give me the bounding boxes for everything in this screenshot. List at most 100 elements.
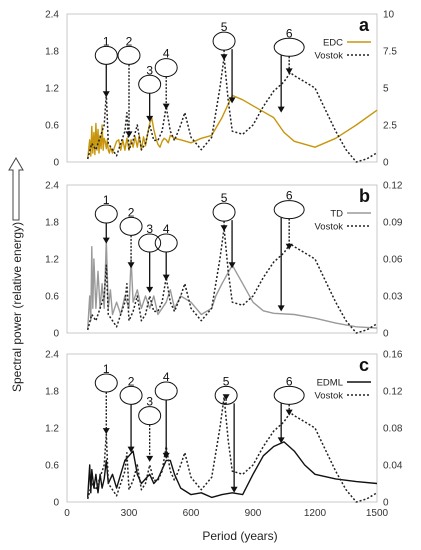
arrow-head-icon — [285, 68, 293, 75]
y-left-tick-label: 0 — [53, 498, 59, 509]
y-left-tick-label: 0 — [53, 329, 59, 340]
legend-entry: Vostok — [314, 51, 343, 62]
arrow-head-icon — [220, 225, 228, 232]
annotation-ring — [138, 74, 162, 94]
annotation-ring — [94, 204, 118, 224]
y-left-tick-label: 2.4 — [45, 350, 59, 361]
annotation-ring — [212, 202, 236, 222]
annotation-label: 3 — [146, 222, 153, 236]
y-right-tick-label: 10 — [383, 10, 395, 21]
annotation-label: 6 — [286, 374, 293, 388]
annotation-ring — [273, 385, 305, 405]
annotation-ring — [138, 233, 162, 253]
series-line-vostok — [86, 56, 378, 163]
y-axis-title: Spectral power (relative energy) — [10, 222, 24, 392]
annotation-label: 4 — [163, 370, 170, 384]
y-right-tick-label: 0.09 — [383, 218, 403, 229]
x-tick-label: 300 — [121, 508, 138, 519]
legend-entry: Vostok — [314, 222, 343, 233]
annotation-label: 4 — [163, 222, 170, 236]
y-right-tick-label: 0.08 — [383, 424, 403, 435]
x-tick-label: 0 — [64, 508, 70, 519]
annotation-label: 4 — [163, 47, 170, 61]
annotation-label: 2 — [128, 205, 135, 219]
y-left-tick-label: 0.6 — [45, 461, 59, 472]
annotation-ring — [273, 200, 305, 220]
annotation-ring — [119, 385, 143, 405]
annotation-label: 3 — [146, 63, 153, 77]
x-axis-title: Period (years) — [202, 529, 277, 543]
up-arrow-icon — [8, 157, 24, 221]
legend-entry: TD — [330, 209, 343, 220]
legend: TD Vostok — [314, 209, 371, 233]
x-tick-label: 900 — [245, 508, 262, 519]
series-line-vostok — [86, 227, 378, 334]
arrow-head-icon — [162, 103, 170, 110]
panel-letter: c — [359, 355, 369, 375]
arrow-head-icon — [277, 106, 285, 113]
arrow-head-icon — [127, 262, 135, 269]
annotation-ring — [154, 233, 178, 253]
arrow-head-icon — [277, 437, 285, 444]
y-left-tick-label: 1.2 — [45, 84, 59, 95]
annotation-ring — [94, 373, 118, 393]
legend: EDML Vostok — [314, 378, 371, 402]
panel-b: 0 0.6 1.2 1.8 2.4 0 0.03 0.06 0.09 0.12 b TD Vostok 1… — [45, 181, 403, 340]
panel-letter: b — [359, 186, 370, 206]
panel-letter: a — [359, 15, 370, 35]
plot-frame — [66, 13, 378, 163]
panel-a: 0 0.6 1.2 1.8 2.4 0 2.5 5 7.5 10 a EDC Vostok 1 2 34 5 6 — [45, 10, 397, 169]
arrow-head-icon — [162, 452, 170, 459]
x-tick-label: 600 — [183, 508, 200, 519]
arrow-head-icon — [146, 286, 154, 293]
y-left-tick-label: 0.6 — [45, 292, 59, 303]
annotation-ring — [273, 37, 305, 57]
annotation-label: 1 — [103, 193, 110, 207]
annotation-ring — [94, 45, 118, 65]
y-left-tick-label: 1.8 — [45, 218, 59, 229]
y-right-tick-label: 0 — [383, 329, 389, 340]
annotation-label: 6 — [286, 189, 293, 203]
arrow-head-icon — [102, 237, 110, 244]
arrow-head-icon — [146, 455, 154, 462]
annotation-label: 1 — [103, 362, 110, 376]
y-right-tick-label: 0 — [383, 158, 389, 169]
arrow-head-icon — [228, 97, 236, 104]
annotation-ring — [119, 216, 143, 236]
legend-entry: Vostok — [314, 391, 343, 402]
y-left-tick-label: 1.8 — [45, 47, 59, 58]
y-right-tick-label: 0.04 — [383, 461, 403, 472]
y-right-tick-label: 0.06 — [383, 255, 403, 266]
arrow-head-icon — [162, 274, 170, 281]
y-right-tick-label: 2.5 — [383, 121, 397, 132]
annotation-ring — [154, 58, 178, 78]
annotation-label: 6 — [286, 26, 293, 40]
y-left-tick-label: 1.2 — [45, 424, 59, 435]
y-left-tick-label: 0 — [53, 158, 59, 169]
series-line-edml — [87, 441, 378, 499]
panel-c: 0 0.6 1.2 1.8 2.4 0 0.04 0.08 0.12 0.16 0 300 600 900… — [45, 350, 403, 520]
arrow-head-icon — [230, 486, 238, 493]
legend-entry: EDML — [317, 378, 343, 389]
annotation-label: 5 — [221, 191, 228, 205]
annotation-ring — [154, 381, 178, 401]
y-right-tick-label: 5 — [383, 84, 389, 95]
arrow-head-icon — [285, 409, 293, 416]
arrow-head-icon — [146, 115, 154, 122]
y-left-tick-label: 1.8 — [45, 387, 59, 398]
y-axis-title-group: Spectral power (relative energy) — [8, 157, 24, 392]
arrow-head-icon — [125, 131, 133, 138]
annotation-label: 5 — [223, 374, 230, 388]
arrow-head-icon — [228, 262, 236, 269]
y-left-tick-label: 0.6 — [45, 121, 59, 132]
y-right-tick-label: 7.5 — [383, 47, 397, 58]
series-line-td — [87, 239, 378, 330]
legend: EDC Vostok — [314, 38, 371, 62]
arrow-head-icon — [222, 394, 230, 401]
annotation-ring — [138, 406, 162, 426]
